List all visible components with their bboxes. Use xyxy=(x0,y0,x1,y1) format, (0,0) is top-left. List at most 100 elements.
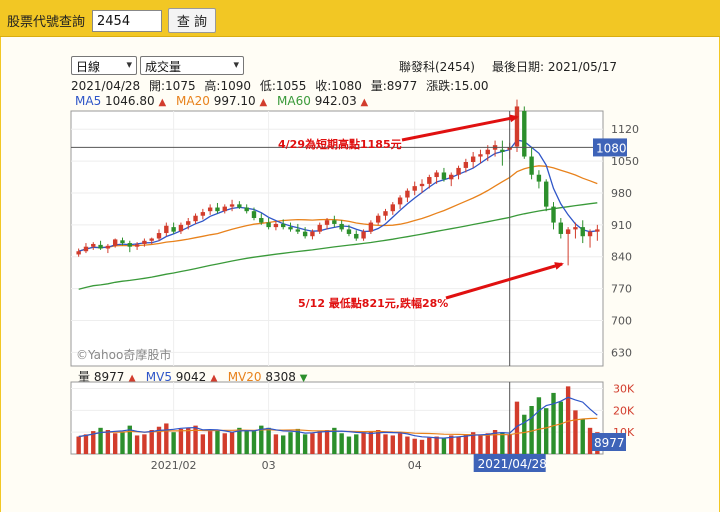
candle xyxy=(127,240,132,253)
price-tick-label: 910 xyxy=(611,219,632,232)
candle xyxy=(544,179,549,212)
ma20-label: MA20 xyxy=(176,94,210,108)
candle-body xyxy=(514,106,520,147)
price-tag-bg xyxy=(593,138,627,157)
candle-body xyxy=(383,211,388,216)
mv5-line xyxy=(78,396,598,439)
candle-body xyxy=(193,215,198,222)
ma60-line xyxy=(78,202,598,290)
candle-body xyxy=(470,156,476,162)
candle xyxy=(390,202,395,215)
ma20-legend: MA20 997.10 ▲ xyxy=(176,94,267,108)
candle-body xyxy=(76,251,81,255)
volume-bar xyxy=(558,401,564,454)
candle-body xyxy=(83,246,89,252)
ohlc-close: 收:1080 xyxy=(315,79,362,93)
candle-body xyxy=(375,215,381,223)
candle xyxy=(302,227,308,239)
candle-body xyxy=(536,174,542,182)
volume-tag-label: 8977 xyxy=(594,436,625,450)
candle xyxy=(500,140,505,166)
indicator-select-value: 成交量 xyxy=(145,60,182,74)
axis-labels: 6307007708409109801050112010K20K30K2021/… xyxy=(151,123,639,472)
candle xyxy=(207,204,213,215)
candle-body xyxy=(302,231,308,237)
volume-bar xyxy=(434,436,439,454)
candle xyxy=(463,158,469,173)
mv5-legend: MV5 9042 ▲ xyxy=(146,370,218,384)
volume-bar xyxy=(470,432,476,454)
candle xyxy=(587,229,593,248)
arrow-up-icon: ▲ xyxy=(128,373,136,384)
candle-body xyxy=(390,204,395,212)
volume-bar xyxy=(551,392,556,454)
candle xyxy=(346,224,352,237)
period-select[interactable]: 日線 ▾ xyxy=(71,56,137,75)
volume-bar xyxy=(492,430,498,454)
candle-body xyxy=(288,227,293,230)
ma5-value: 1046.80 xyxy=(105,94,155,108)
candle xyxy=(514,99,520,152)
volume-bar xyxy=(354,434,359,454)
ohlc-open: 開:1075 xyxy=(149,79,196,93)
candle xyxy=(281,219,286,230)
candle xyxy=(229,199,235,212)
volume-tick-label: 30K xyxy=(613,383,635,396)
candle-body xyxy=(332,220,337,224)
chevron-down-icon: ▾ xyxy=(126,58,132,71)
stock-name: 聯發科(2454) xyxy=(399,60,475,74)
candle xyxy=(142,238,147,247)
candle xyxy=(200,208,206,220)
candle-body xyxy=(573,227,578,230)
candle xyxy=(383,208,388,221)
volume-bar xyxy=(383,434,388,454)
candle xyxy=(310,229,315,240)
volume-bar xyxy=(186,427,191,454)
date-tag-bg xyxy=(473,454,546,472)
candle-body xyxy=(142,240,147,244)
price-tick-label: 840 xyxy=(611,251,632,264)
volume-bar xyxy=(427,437,432,454)
candle xyxy=(397,195,403,209)
volume-bar xyxy=(215,430,220,454)
grid-layer xyxy=(71,111,603,454)
candle xyxy=(478,149,483,164)
candle xyxy=(193,213,198,224)
candle xyxy=(295,223,301,234)
indicator-select[interactable]: 成交量 ▾ xyxy=(140,56,244,75)
volume-bar xyxy=(478,435,483,454)
volume-bar xyxy=(332,427,337,454)
query-button[interactable]: 查 詢 xyxy=(168,8,216,33)
vol-label: 量 xyxy=(78,370,91,384)
candle-body xyxy=(112,239,118,246)
stock-code-input[interactable] xyxy=(92,10,162,32)
annotation-low: 5/12 最低點821元,跌幅28% xyxy=(298,262,564,310)
candle-body xyxy=(485,149,490,155)
price-tick-label: 980 xyxy=(611,187,632,200)
volume-bar xyxy=(419,439,425,454)
candle xyxy=(339,220,344,232)
price-tick-label: 630 xyxy=(611,346,632,359)
candle-body xyxy=(215,207,220,212)
candle xyxy=(427,174,432,189)
candle xyxy=(324,218,330,230)
volume-bar xyxy=(120,432,125,454)
arrow-up-icon: ▲ xyxy=(259,97,268,108)
arrow-up-icon: ▲ xyxy=(360,97,369,108)
candle-body xyxy=(222,206,227,212)
vol-value: 8977 xyxy=(93,370,125,384)
candle-body xyxy=(339,223,344,230)
candle-body xyxy=(522,111,527,157)
volume-bar xyxy=(91,431,96,454)
candle xyxy=(98,240,103,250)
volume-bar xyxy=(171,432,176,454)
mv20-value: 8308 xyxy=(265,370,296,384)
ma60-value: 942.03 xyxy=(314,94,357,108)
vol-legend: 量 8977 ▲ xyxy=(78,370,136,384)
price-tick-label: 1120 xyxy=(611,123,639,136)
volume-bar xyxy=(164,423,169,454)
volume-bar xyxy=(229,432,235,454)
candle xyxy=(375,213,381,225)
candle-body xyxy=(156,233,162,239)
